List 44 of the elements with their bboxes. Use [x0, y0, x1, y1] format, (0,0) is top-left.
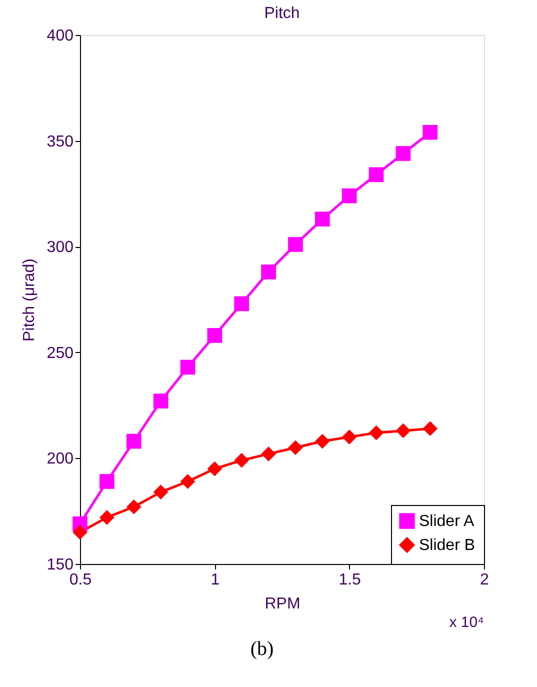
y-tick-label: 250	[46, 344, 74, 362]
point	[368, 425, 384, 440]
y-tick-label: 350	[46, 133, 74, 150]
point	[342, 188, 357, 204]
point	[261, 264, 276, 280]
y-tick-label: 300	[46, 239, 74, 256]
point	[396, 423, 411, 438]
point	[396, 146, 411, 161]
x-tick-label: 1.5	[338, 572, 362, 588]
x-tick-label: 2	[480, 572, 490, 588]
point	[100, 474, 114, 489]
y-axis-title: Pitch (μrad)	[20, 258, 38, 342]
point	[207, 461, 222, 476]
y-tick-label: 400	[46, 28, 74, 44]
point	[180, 474, 196, 489]
point	[207, 328, 222, 343]
legend-label: Slider A	[419, 513, 474, 530]
text: (b)	[250, 638, 274, 660]
x-axis-title: RPM	[264, 596, 300, 612]
point	[72, 524, 88, 540]
point	[288, 237, 303, 252]
legend-label: Slider B	[419, 537, 476, 554]
point	[153, 484, 168, 500]
point	[288, 440, 303, 456]
x-tick-label: 1	[210, 572, 220, 588]
point	[126, 499, 142, 514]
point	[422, 124, 438, 140]
point	[314, 434, 330, 449]
point	[234, 296, 250, 312]
chart-title: Pitch	[264, 5, 300, 22]
y-tick-label: 200	[46, 450, 74, 468]
point	[100, 510, 114, 525]
x-tick-label: 0.5	[69, 572, 92, 588]
point	[261, 446, 276, 462]
point	[180, 360, 196, 375]
point	[153, 394, 168, 408]
point	[126, 434, 142, 449]
text: x 10⁴	[449, 614, 484, 631]
point	[314, 212, 330, 227]
point	[368, 167, 384, 182]
point	[342, 430, 357, 444]
point	[234, 452, 250, 468]
point	[422, 421, 438, 436]
y-tick-label: 150	[46, 556, 74, 574]
